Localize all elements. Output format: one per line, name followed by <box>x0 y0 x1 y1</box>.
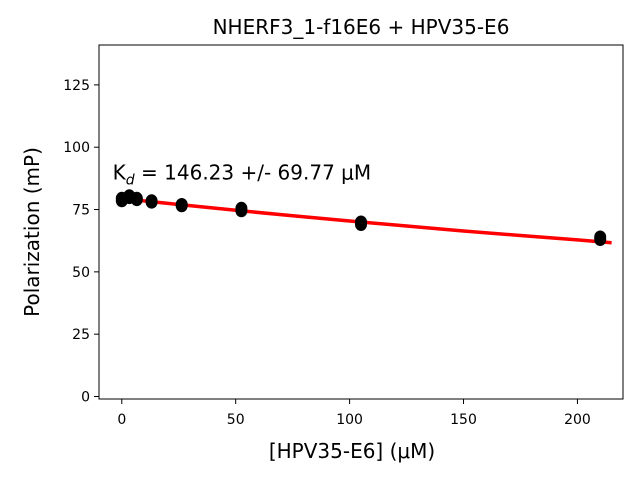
data-point <box>130 193 143 207</box>
data-point <box>594 233 607 246</box>
fit-curve <box>121 196 612 245</box>
kd-annotation: Kd = 146.23 +/- 69.77 μM <box>113 161 372 189</box>
kd-value: = 146.23 +/- 69.77 μM <box>135 161 371 185</box>
data-point <box>235 204 248 218</box>
y-tick-label: 25 <box>72 327 90 343</box>
data-point <box>145 195 158 209</box>
axes-frame <box>98 44 624 400</box>
y-tick-label: 100 <box>63 140 90 156</box>
x-tick-label: 100 <box>336 412 363 428</box>
y-axis-label: Polarization (mP) <box>20 147 44 317</box>
x-tick-label: 200 <box>564 412 591 428</box>
x-tick-label: 150 <box>450 412 477 428</box>
y-tick-label: 125 <box>63 78 90 94</box>
y-tick-label: 75 <box>72 203 90 219</box>
y-tick-label: 50 <box>72 265 90 281</box>
kd-subscript: d <box>126 173 135 189</box>
x-tick-label: 50 <box>227 412 245 428</box>
data-point <box>355 218 367 231</box>
x-axis-label: [HPV35-E6] (μM) <box>269 439 435 463</box>
axes-ticks: 0 50 100 150 200 0 25 50 75 100 125 <box>63 78 591 428</box>
chart-title: NHERF3_1-f16E6 + HPV35-E6 <box>213 15 510 39</box>
plot-area <box>115 189 612 246</box>
x-tick-label: 0 <box>117 412 126 428</box>
y-tick-label: 0 <box>81 390 90 406</box>
kd-prefix: K <box>113 161 127 185</box>
data-point <box>175 199 188 213</box>
